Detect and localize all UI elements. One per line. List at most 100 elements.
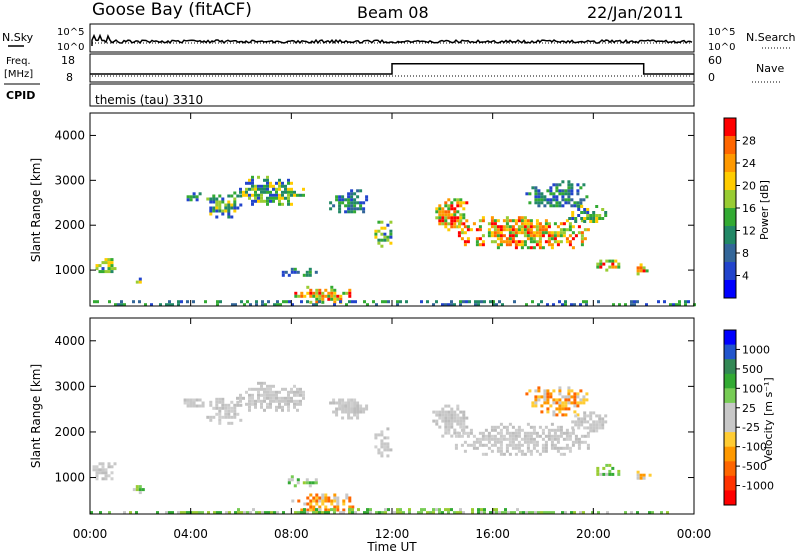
heatmap-blob: [236, 381, 305, 412]
colorbar-swatch: [724, 344, 736, 360]
x-tick-label: 08:00: [274, 527, 309, 541]
velocity-colorbar: 1000 500 100 25 -25 -100 -500 -1000: [723, 329, 774, 506]
noise-panel-frame: [89, 23, 695, 53]
colorbar-swatch: [724, 359, 736, 375]
colorbar-swatch: [724, 402, 736, 418]
station-title: Goose Bay (fitACF): [92, 0, 252, 20]
heatmap-blob: [432, 404, 469, 438]
noise-left-tick-top: 10^5: [57, 27, 84, 38]
power-colorbar: 28 24 20 16 12 8 4: [723, 117, 756, 299]
heatmap-blob: [568, 205, 608, 223]
y-tick-label: 2000: [54, 218, 85, 232]
freq-panel-frame: [89, 53, 695, 83]
x-tick-label: 12:00: [375, 527, 410, 541]
noise-right-tick-top: 10^5: [708, 27, 735, 38]
colorbar-tick-label: 4: [742, 270, 749, 283]
x-tick-label: 16:00: [475, 527, 510, 541]
colorbar-swatch: [724, 136, 736, 155]
colorbar-swatch: [724, 417, 736, 433]
colorbar-tick-label: -100: [742, 441, 767, 454]
colorbar-swatch: [724, 373, 736, 389]
power-y-axis: 1000 2000 3000 4000: [54, 128, 694, 277]
noise-right-tick-bottom: 10^0: [708, 42, 735, 53]
beam-title: Beam 08: [357, 3, 429, 22]
colorbar-tick-label: 8: [742, 247, 749, 260]
freq-left-label-1: Freq.: [6, 56, 31, 67]
y-tick-label: 1000: [54, 471, 85, 485]
heatmap-blob: [186, 192, 202, 202]
power-heatmap: [93, 175, 696, 307]
power-panel-bg: [90, 113, 694, 306]
heatmap-blob: [596, 463, 621, 476]
colorbar-swatch: [724, 475, 736, 491]
heatmap-blob: [90, 508, 669, 515]
x-tick-label: 04:00: [173, 527, 208, 541]
colorbar-swatch: [724, 226, 736, 245]
y-tick-label: 4000: [54, 334, 85, 348]
freq-left-tick-bottom: 8: [66, 71, 73, 84]
colorbar-swatch: [724, 172, 736, 191]
colorbar-swatch: [724, 118, 736, 137]
freq-left-label-2: [MHz]: [4, 69, 33, 80]
heatmap-blob: [571, 411, 608, 433]
heatmap-blob: [206, 191, 243, 219]
heatmap-blob: [329, 189, 369, 214]
heatmap-blob: [636, 263, 649, 276]
nave-label: Nave: [756, 62, 784, 75]
noise-right-label: N.Search: [746, 31, 796, 44]
heatmap-blob: [95, 258, 117, 274]
x-tick-label: 00:00: [677, 527, 712, 541]
heatmap-blob: [329, 398, 369, 420]
freq-right-tick-top: 60: [708, 54, 722, 67]
velocity-colorbar-title: Velocity [m s⁻¹]: [762, 377, 775, 462]
noise-left-label: N.Sky: [2, 31, 34, 44]
x-tick-label: 00:00: [73, 527, 108, 541]
y-tick-label: 3000: [54, 379, 85, 393]
colorbar-swatch: [724, 154, 736, 173]
colorbar-tick-label: -1000: [742, 480, 774, 493]
colorbar-tick-label: 500: [742, 363, 763, 376]
colorbar-swatch: [724, 280, 736, 299]
colorbar-swatch: [724, 388, 736, 404]
x-axis: 00:00 04:00 08:00 12:00 16:00 20:00 00:00: [73, 113, 712, 541]
colorbar-tick-label: -25: [742, 421, 760, 434]
heatmap-blob: [374, 220, 393, 248]
cpid-label: CPID: [6, 89, 35, 102]
heatmap-blob: [132, 485, 145, 495]
colorbar-swatch: [724, 244, 736, 263]
y-tick-label: 2000: [54, 425, 85, 439]
velocity-panel-bg: [90, 318, 694, 514]
freq-line: [90, 62, 694, 75]
heatmap-blob: [294, 285, 352, 304]
heatmap-blob: [287, 475, 318, 488]
colorbar-tick-label: 24: [742, 157, 756, 170]
colorbar-swatch: [724, 490, 736, 506]
velocity-y-label: Slant Range [km]: [29, 364, 43, 468]
date-title: 22/Jan/2011: [587, 3, 684, 22]
freq-right-tick-bottom: 0: [708, 71, 715, 84]
heatmap-blob: [454, 422, 590, 456]
y-tick-label: 1000: [54, 263, 85, 277]
colorbar-tick-label: 12: [742, 225, 756, 238]
heatmap-blob: [525, 386, 589, 417]
noise-left-tick-bottom: 10^0: [57, 42, 84, 53]
colorbar-swatch: [724, 432, 736, 448]
heatmap-blob: [92, 462, 117, 481]
heatmap-blob: [281, 267, 318, 277]
heatmap-blob: [457, 216, 590, 250]
freq-left-tick-top: 18: [61, 54, 75, 67]
heatmap-blob: [206, 397, 243, 425]
velocity-heatmap: [90, 381, 669, 515]
colorbar-tick-label: 1000: [742, 343, 770, 356]
heatmap-blob: [93, 300, 696, 307]
heatmap-blob: [636, 470, 652, 480]
power-y-label: Slant Range [km]: [29, 158, 43, 262]
colorbar-tick-label: 100: [742, 382, 763, 395]
x-tick-label: 20:00: [576, 527, 611, 541]
cpid-panel-frame: [89, 83, 695, 107]
colorbar-swatch: [724, 446, 736, 462]
colorbar-swatch: [724, 330, 736, 346]
heatmap-blob: [291, 493, 355, 512]
